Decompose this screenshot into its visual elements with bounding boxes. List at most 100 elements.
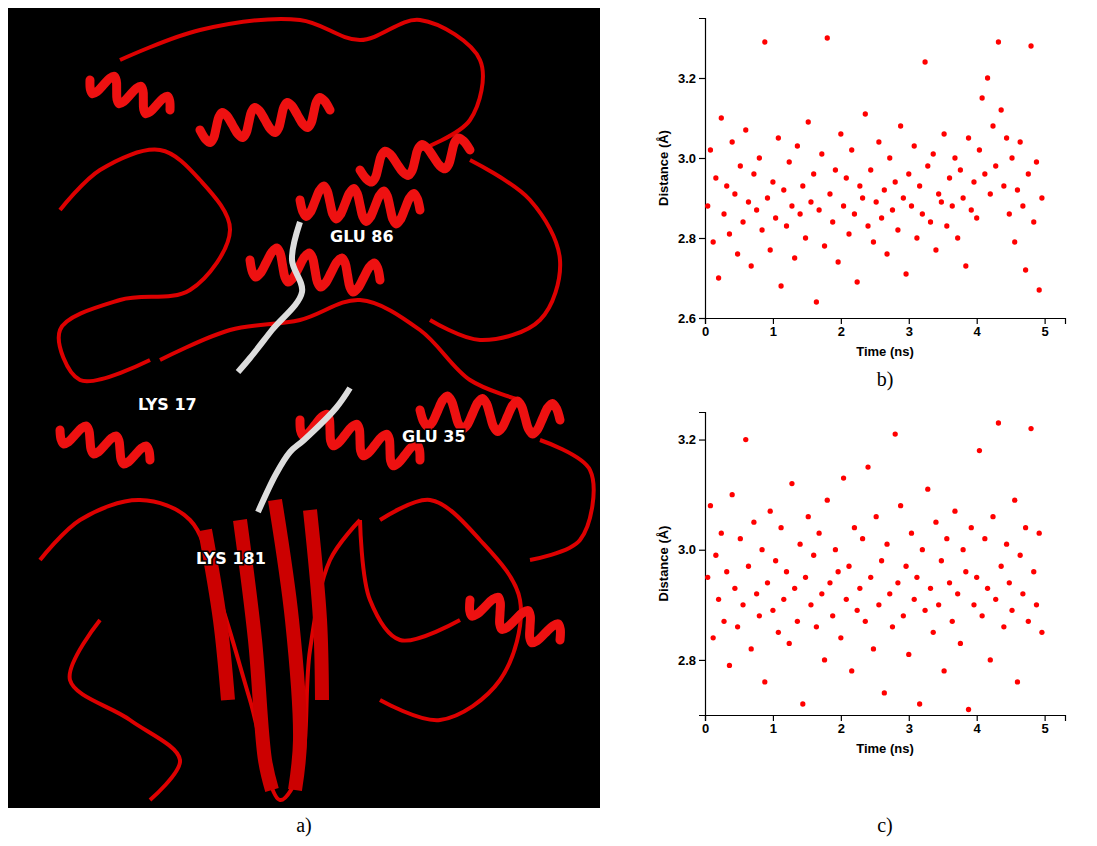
point xyxy=(816,531,821,536)
point xyxy=(814,299,819,304)
axis-line xyxy=(699,413,706,716)
point xyxy=(857,586,862,591)
point xyxy=(874,514,879,519)
point xyxy=(1004,135,1009,140)
point xyxy=(721,211,726,216)
point xyxy=(757,613,762,618)
tick: 2 xyxy=(838,715,845,736)
point xyxy=(770,179,775,184)
point xyxy=(977,147,982,152)
point xyxy=(917,183,922,188)
point xyxy=(708,503,713,508)
axis-line xyxy=(706,319,1066,325)
y-axis: 2.62.83.03.2 xyxy=(678,19,706,326)
tick-label: 2 xyxy=(838,721,845,736)
point xyxy=(743,437,748,442)
loop xyxy=(120,19,483,150)
point xyxy=(768,509,773,514)
point xyxy=(1023,267,1028,272)
point xyxy=(711,239,716,244)
point xyxy=(808,602,813,607)
tick-mark xyxy=(699,78,705,79)
y-axis-title: Distance (Å) xyxy=(656,130,671,206)
point xyxy=(852,211,857,216)
point xyxy=(1026,171,1031,176)
point xyxy=(977,448,982,453)
point xyxy=(865,464,870,469)
point xyxy=(950,203,955,208)
point xyxy=(890,624,895,629)
point xyxy=(939,558,944,563)
point xyxy=(808,199,813,204)
tick-label: 4 xyxy=(974,721,982,736)
point xyxy=(890,207,895,212)
tick: 2.8 xyxy=(678,653,705,668)
axis-line xyxy=(699,19,706,319)
point xyxy=(1023,525,1028,530)
point xyxy=(819,151,824,156)
point xyxy=(860,536,865,541)
point xyxy=(838,635,843,640)
point xyxy=(806,119,811,124)
point xyxy=(909,203,914,208)
point xyxy=(947,580,952,585)
point xyxy=(705,203,710,208)
tick-label: 3.0 xyxy=(678,151,696,166)
point xyxy=(732,586,737,591)
point xyxy=(1009,608,1014,613)
point xyxy=(721,619,726,624)
x-axis: 012345 xyxy=(702,318,1066,339)
point xyxy=(857,183,862,188)
tick: 2 xyxy=(838,318,845,339)
loop xyxy=(59,150,230,382)
tick: 2.6 xyxy=(678,311,705,326)
point xyxy=(933,247,938,252)
point xyxy=(792,586,797,591)
point xyxy=(903,564,908,569)
scatter-panel: 0123452.83.03.2Time (ns)Distance (Å) xyxy=(656,413,1066,757)
point xyxy=(1001,624,1006,629)
point xyxy=(724,569,729,574)
point xyxy=(876,139,881,144)
point xyxy=(914,235,919,240)
point xyxy=(939,199,944,204)
point xyxy=(811,171,816,176)
loop xyxy=(430,160,560,340)
point xyxy=(1039,195,1044,200)
point xyxy=(773,558,778,563)
point xyxy=(955,591,960,596)
point xyxy=(844,597,849,602)
point xyxy=(931,151,936,156)
point xyxy=(724,183,729,188)
point xyxy=(952,509,957,514)
point xyxy=(974,575,979,580)
point xyxy=(781,187,786,192)
point xyxy=(931,630,936,635)
point xyxy=(944,223,949,228)
ribbons xyxy=(40,19,594,800)
point xyxy=(996,39,1001,44)
point xyxy=(917,701,922,706)
point xyxy=(895,227,900,232)
point xyxy=(914,575,919,580)
points xyxy=(705,420,1044,712)
point xyxy=(825,497,830,502)
residue-label: GLU 86 xyxy=(330,227,394,246)
point xyxy=(871,239,876,244)
point xyxy=(985,586,990,591)
point xyxy=(893,431,898,436)
point xyxy=(1034,159,1039,164)
point xyxy=(1004,542,1009,547)
point xyxy=(996,420,1001,425)
tick: 3.2 xyxy=(678,432,705,447)
point xyxy=(928,586,933,591)
point xyxy=(806,514,811,519)
point xyxy=(746,199,751,204)
point xyxy=(909,531,914,536)
point xyxy=(868,575,873,580)
point xyxy=(1028,426,1033,431)
point xyxy=(958,167,963,172)
point xyxy=(754,591,759,596)
tick-label: 3 xyxy=(906,324,913,339)
point xyxy=(795,619,800,624)
